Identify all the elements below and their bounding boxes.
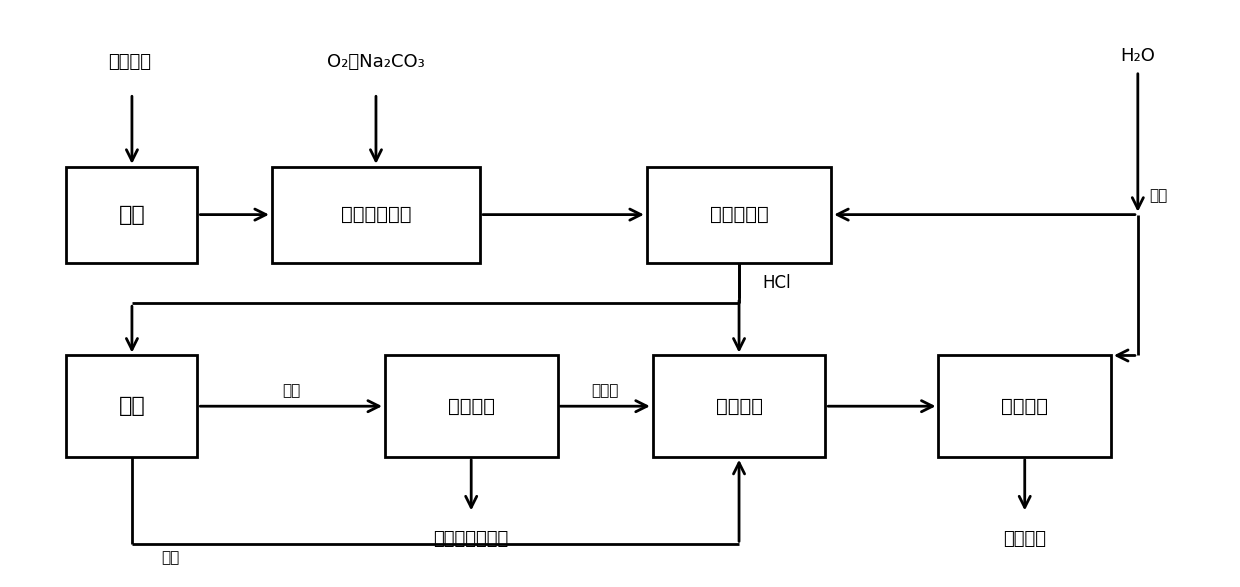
Text: 浓缩分离: 浓缩分离 xyxy=(448,397,495,416)
Text: 高铈化物: 高铈化物 xyxy=(1003,530,1047,548)
Text: 压滤: 压滤 xyxy=(119,396,145,416)
Text: 离心分离: 离心分离 xyxy=(1001,397,1048,416)
Text: H₂O: H₂O xyxy=(1121,48,1156,65)
FancyBboxPatch shape xyxy=(939,356,1111,457)
FancyBboxPatch shape xyxy=(384,356,558,457)
Text: 浓酸处理: 浓酸处理 xyxy=(715,397,763,416)
Text: 滤液: 滤液 xyxy=(281,383,300,398)
FancyBboxPatch shape xyxy=(647,167,831,262)
Text: 滤饼: 滤饼 xyxy=(161,550,180,565)
FancyBboxPatch shape xyxy=(67,167,197,262)
FancyBboxPatch shape xyxy=(67,356,197,457)
Text: 浓酸: 浓酸 xyxy=(1149,188,1168,203)
Text: O₂和Na₂CO₃: O₂和Na₂CO₃ xyxy=(327,53,425,71)
Text: 稀土尾矿: 稀土尾矿 xyxy=(108,53,151,71)
Text: 球磨: 球磨 xyxy=(119,205,145,225)
Text: HCl: HCl xyxy=(763,274,791,292)
FancyBboxPatch shape xyxy=(272,167,480,262)
Text: 盐酸汽: 盐酸汽 xyxy=(591,383,619,398)
Text: 稀土混合氯化物: 稀土混合氯化物 xyxy=(434,530,508,548)
Text: 高温富氧锻烧: 高温富氧锻烧 xyxy=(341,205,412,224)
Text: 稀酸预处理: 稀酸预处理 xyxy=(709,205,769,224)
FancyBboxPatch shape xyxy=(652,356,826,457)
